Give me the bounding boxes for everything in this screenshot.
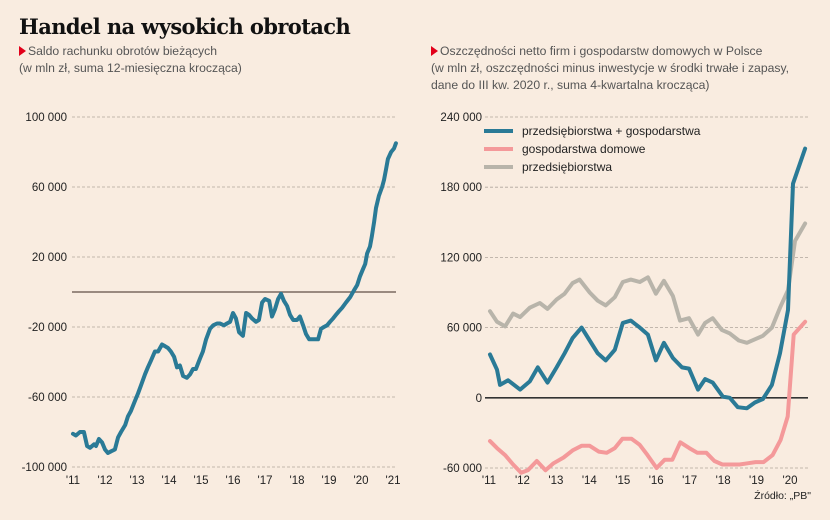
page-title: Handel na wysokich obrotach bbox=[19, 14, 351, 39]
right-chart: 240 000 180 000 120 000 60 000 0 -60 000'11 '1… bbox=[440, 112, 808, 487]
x-tick-label: '14 bbox=[162, 475, 178, 487]
x-tick-label: '20 bbox=[354, 475, 369, 487]
left-chart-units: (w mln zł, suma 12-miesięczna krocząca) bbox=[19, 61, 242, 75]
y-tick-label: -60 000 bbox=[28, 392, 67, 404]
legend-label: przedsiębiorstwa + gospodarstwa bbox=[522, 124, 701, 138]
right-chart-units: (w mln zł, oszczędności minus inwestycje… bbox=[431, 61, 790, 75]
x-tick-label: '11 bbox=[66, 475, 80, 487]
x-tick-label: '15 bbox=[194, 475, 209, 487]
left-chart: 100 000 60 000 20 000 -20 000 -60 000 -100 00… bbox=[22, 112, 401, 487]
y-tick-label: 60 000 bbox=[32, 182, 67, 194]
y-tick-label: 20 000 bbox=[32, 252, 67, 264]
x-tick-label: '15 bbox=[615, 475, 630, 487]
legend-label: gospodarstwa domowe bbox=[522, 142, 646, 156]
x-tick-label: '11 bbox=[482, 475, 496, 487]
y-tick-label: 100 000 bbox=[25, 112, 67, 124]
x-tick-label: '18 bbox=[716, 475, 731, 487]
y-tick-label: 180 000 bbox=[440, 182, 482, 194]
series-line-gospodarstwa-domowe bbox=[488, 319, 808, 475]
y-tick-label: -60 000 bbox=[443, 463, 482, 475]
right-chart-subtitle: Oszczędności netto firm i gospodarstw do… bbox=[431, 43, 789, 94]
x-tick-label: '19 bbox=[322, 475, 337, 487]
x-tick-label: '14 bbox=[582, 475, 598, 487]
left-chart-title: Saldo rachunku obrotów bieżących bbox=[28, 44, 218, 58]
y-tick-label: 0 bbox=[476, 393, 482, 405]
x-tick-label: '16 bbox=[226, 475, 241, 487]
y-tick-label: 60 000 bbox=[447, 323, 482, 335]
y-tick-label: 240 000 bbox=[440, 112, 482, 124]
right-chart-units-2: dane do III kw. 2020 r., suma 4-kwartaln… bbox=[431, 78, 710, 92]
y-tick-label: -100 000 bbox=[22, 462, 67, 474]
legend-label: przedsiębiorstwa bbox=[522, 160, 612, 174]
series-line-saldo-rachunku-obrotów-bieżących bbox=[71, 141, 398, 455]
x-tick-label: '12 bbox=[515, 475, 530, 487]
left-chart-subtitle: Saldo rachunku obrotów bieżących (w mln … bbox=[19, 43, 242, 77]
right-chart-title: Oszczędności netto firm i gospodarstw do… bbox=[440, 44, 763, 58]
source-label: Źródło: „PB" bbox=[754, 489, 811, 502]
x-tick-label: '19 bbox=[749, 475, 764, 487]
x-tick-label: '17 bbox=[258, 475, 273, 487]
x-tick-label: '16 bbox=[649, 475, 664, 487]
x-tick-label: '20 bbox=[783, 475, 798, 487]
red-triangle-marker-icon bbox=[431, 46, 438, 56]
x-tick-label: '12 bbox=[98, 475, 113, 487]
red-triangle-marker-icon bbox=[19, 46, 26, 56]
y-tick-label: -20 000 bbox=[28, 322, 67, 334]
x-tick-label: '21 bbox=[386, 475, 401, 487]
series-line-przedsiębiorstwa bbox=[488, 221, 808, 345]
x-tick-label: '18 bbox=[290, 475, 305, 487]
legend: przedsiębiorstwa + gospodarstwa gospodars… bbox=[484, 124, 701, 174]
x-tick-label: '13 bbox=[548, 475, 563, 487]
series-line-przedsiębiorstwa-gospodarstwa bbox=[488, 146, 808, 411]
x-tick-label: '17 bbox=[682, 475, 697, 487]
y-tick-label: 120 000 bbox=[440, 252, 482, 264]
x-tick-label: '13 bbox=[130, 475, 145, 487]
